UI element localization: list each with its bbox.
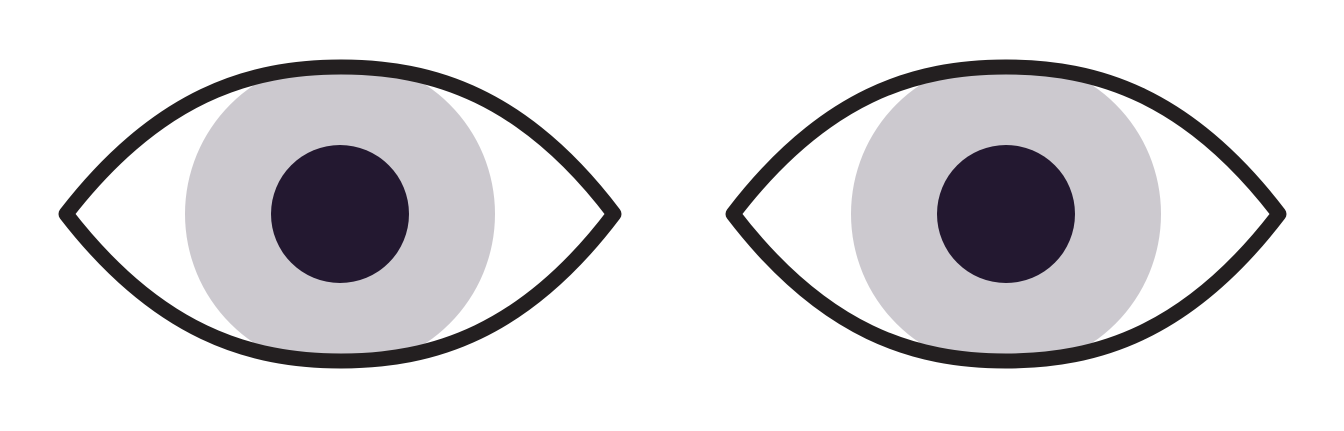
right-eye-pupil bbox=[937, 145, 1075, 283]
right-eye-icon bbox=[725, 59, 1287, 369]
left-eye-outline bbox=[58, 59, 622, 369]
left-eye-icon bbox=[58, 59, 622, 369]
left-eye-pupil bbox=[271, 145, 409, 283]
right-eye-outline bbox=[725, 59, 1287, 369]
